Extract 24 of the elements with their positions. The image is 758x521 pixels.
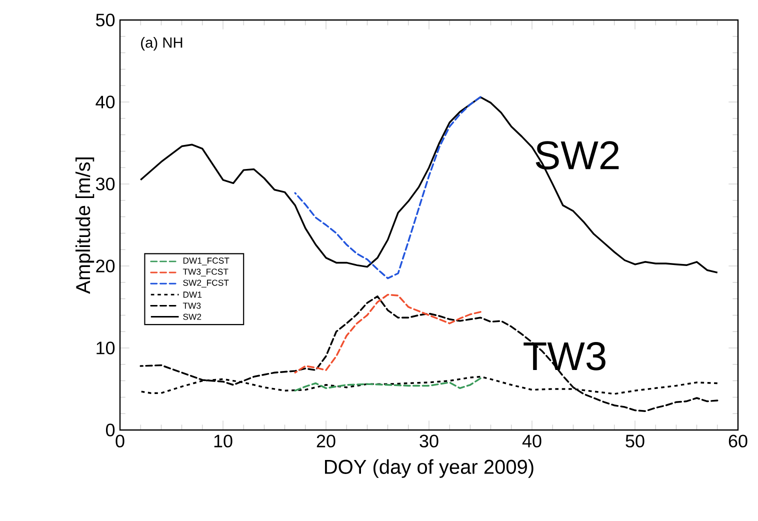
y-tick-label: 50 bbox=[96, 14, 115, 26]
annotation: TW3 bbox=[524, 342, 606, 370]
x-tick-label: 30 bbox=[420, 434, 438, 448]
legend-label: SW2 bbox=[183, 314, 202, 320]
y-tick-label: 0 bbox=[106, 424, 115, 436]
y-tick-label: 40 bbox=[96, 96, 115, 108]
annotation: (a) NH bbox=[141, 37, 182, 51]
legend-label: SW2_FCST bbox=[183, 280, 229, 288]
x-tick-label: 0 bbox=[116, 434, 124, 448]
legend-label: TW3 bbox=[182, 302, 201, 309]
x-tick-label: 60 bbox=[728, 434, 748, 448]
x-tick-label: 40 bbox=[522, 434, 542, 448]
y-axis-title: Amplitude [m/s] bbox=[75, 158, 94, 294]
y-tick-label: 20 bbox=[96, 260, 115, 272]
legend-label: TW3_FCST bbox=[182, 268, 228, 276]
y-tick-label: 10 bbox=[96, 342, 115, 354]
x-tick-label: 10 bbox=[214, 434, 232, 448]
x-tick-label: 50 bbox=[626, 434, 644, 448]
y-tick-label: 30 bbox=[96, 178, 115, 190]
x-tick-label: 20 bbox=[316, 434, 336, 448]
legend-label: DW1 bbox=[183, 292, 202, 298]
annotation: SW2 bbox=[536, 141, 619, 170]
x-axis-title: DOY (day of year 2009) bbox=[325, 459, 534, 478]
legend-label: DW1_FCST bbox=[183, 258, 230, 266]
